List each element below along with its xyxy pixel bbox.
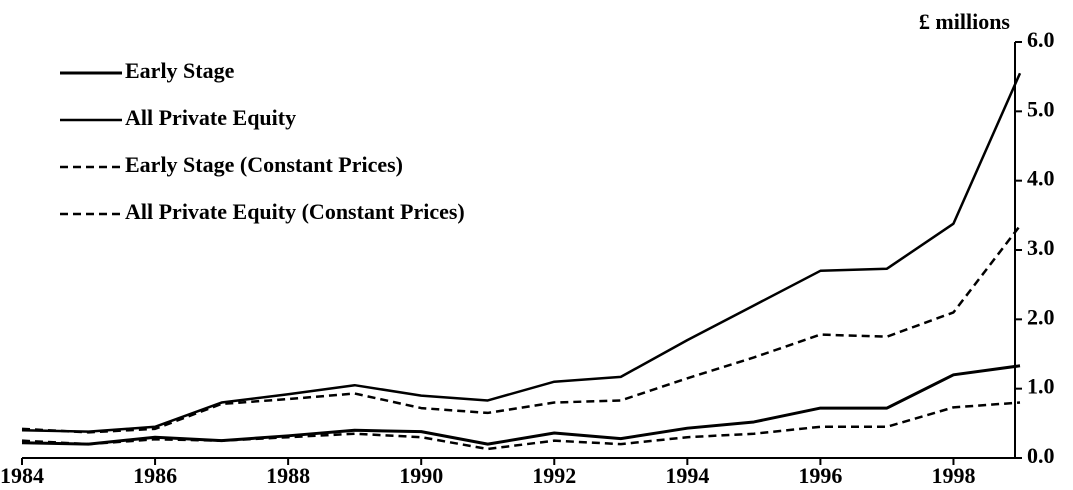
x-tick-label: 1990 <box>399 463 443 488</box>
y-tick-label: 1.0 <box>1027 374 1055 399</box>
y-tick-label: 3.0 <box>1027 235 1055 260</box>
y-tick-label: 6.0 <box>1027 27 1055 52</box>
x-tick-label: 1992 <box>532 463 576 488</box>
y-tick-label: 2.0 <box>1027 304 1055 329</box>
legend-label: Early Stage (Constant Prices) <box>125 152 403 177</box>
y-axis-label: £ millions <box>919 9 1011 34</box>
y-tick-label: 4.0 <box>1027 166 1055 191</box>
line-series <box>21 224 1021 434</box>
y-tick-label: 5.0 <box>1027 96 1055 121</box>
line-series <box>21 364 1021 446</box>
line-series <box>21 72 1022 433</box>
legend-label: Early Stage <box>125 58 235 83</box>
x-tick-label: 1998 <box>931 463 975 488</box>
y-tick-label: 0.0 <box>1027 443 1055 468</box>
x-tick-label: 1988 <box>266 463 310 488</box>
legend-label: All Private Equity <box>125 105 296 130</box>
x-tick-label: 1986 <box>133 463 177 488</box>
x-tick-label: 1984 <box>0 463 44 488</box>
legend-label: All Private Equity (Constant Prices) <box>125 199 465 224</box>
x-tick-label: 1996 <box>798 463 842 488</box>
line-series <box>21 401 1021 451</box>
x-tick-label: 1994 <box>665 463 709 488</box>
